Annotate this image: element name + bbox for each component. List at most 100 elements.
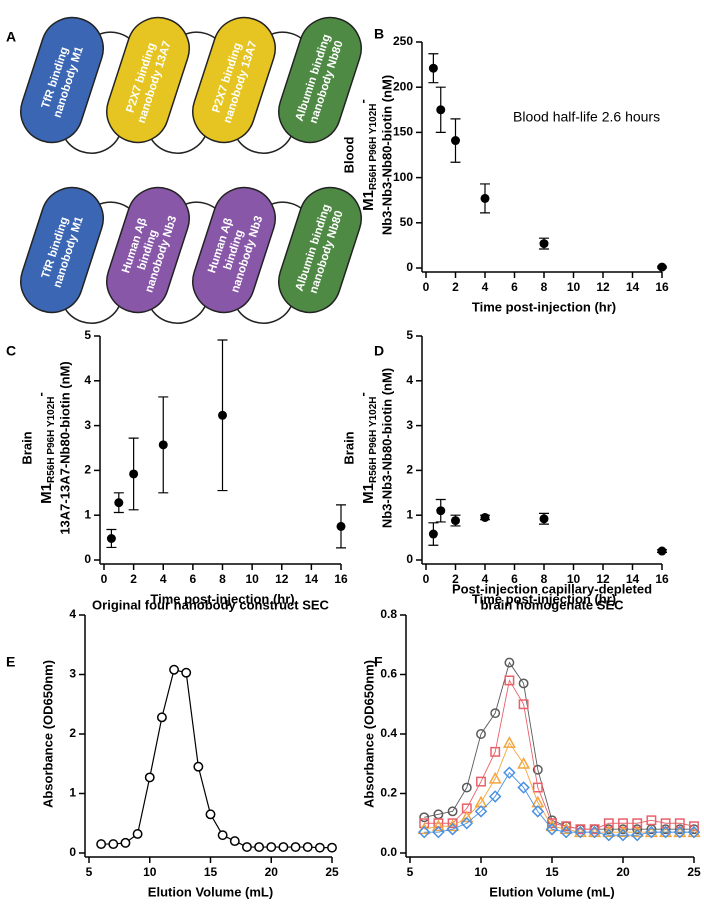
marker [603,824,614,835]
y-tick-label: 0.4 [380,726,397,740]
marker [447,806,458,817]
y-tick-label: 4 [69,607,76,621]
x-tick-label: 14 [626,280,640,294]
x-tick-label: 15 [204,865,218,879]
marker [446,822,459,836]
marker [673,825,687,839]
x-tick-label: 20 [265,865,279,879]
marker [266,842,277,852]
y-axis-label: M1R56H P96H Y102H- [33,392,56,504]
marker [419,812,430,823]
x-tick-label: 10 [474,865,488,879]
marker [229,836,240,847]
marker [687,825,701,839]
y-tick-label: 2 [69,726,76,740]
nanobody-body [192,186,276,314]
point [451,136,460,146]
panel-label: E [6,654,15,670]
nanobody-body [20,16,104,144]
y-axis-label: M1R56H P96H Y102H- [355,99,378,211]
x-tick-label: 4 [482,572,489,586]
point [657,262,667,272]
x-tick-label: 0 [101,572,108,586]
marker [488,771,502,784]
marker [503,766,516,779]
marker [575,824,586,835]
x-tick-label: 8 [219,572,226,586]
series-line [101,669,332,849]
marker [630,828,644,842]
y-tick-label: 0 [406,260,413,274]
point [480,193,490,203]
y-axis-label-part: M1 [360,190,377,211]
marker [574,825,587,839]
y-tick-label: 100 [393,170,413,184]
y-axis-label: Nb3-Nb3-Nb80-biotin (nM) [379,75,394,235]
marker [169,664,180,675]
marker [314,842,325,853]
marker [156,712,167,723]
y-tick-label: 0.6 [380,667,397,681]
y-tick-label: 250 [393,34,413,48]
panel-label: A [6,29,16,45]
marker [278,842,289,852]
marker [108,839,119,850]
marker [120,837,131,848]
y-tick-label: 0 [406,552,413,566]
marker [431,819,445,832]
marker [518,699,529,710]
nanobody-body [20,186,104,314]
y-tick-label: 0.8 [380,607,397,621]
point [129,469,139,479]
x-tick-label: 14 [305,572,319,586]
x-axis-label: Time post-injection (hr) [472,299,616,314]
x-tick-label: 16 [655,572,669,586]
y-axis-label: Brain [19,431,34,464]
x-tick-label: 12 [275,572,289,586]
point [657,546,667,556]
y-tick-label: 0 [69,845,76,859]
x-tick-label: 8 [541,280,548,294]
y-tick-label: 0.0 [380,845,397,859]
panel-label: D [374,343,384,359]
marker [674,824,685,835]
panel-label: F [374,654,383,670]
marker [502,736,516,748]
x-tick-label: 0 [423,572,430,586]
point [158,440,168,450]
point [336,521,346,531]
y-axis-label: 13A7-13A7-Nb80-biotin (nM) [57,361,72,534]
y-tick-label: 0.2 [380,786,397,800]
x-tick-label: 0 [423,280,430,294]
marker [490,708,501,719]
y-axis-label-part: - [355,99,370,103]
marker [476,776,486,787]
x-tick-label: 6 [511,572,518,586]
y-axis-label: Brain [341,431,356,464]
marker [290,842,301,852]
x-tick-label: 5 [407,865,414,879]
nanobody-body [106,16,190,144]
annotation: Blood half-life 2.6 hours [513,109,660,125]
marker [589,824,600,835]
marker [532,764,543,775]
y-axis-label-part: - [33,392,48,396]
marker [561,821,572,832]
y-tick-label: 3 [406,418,413,432]
point [451,516,460,526]
y-tick-label: 4 [84,373,91,387]
marker [461,782,472,793]
marker [302,842,313,852]
marker [532,782,543,793]
y-tick-label: 50 [400,215,414,229]
marker [602,828,616,842]
x-tick-label: 2 [452,572,459,586]
point [218,410,227,420]
marker [488,790,502,803]
marker [545,822,559,836]
marker [616,828,630,842]
marker [618,824,628,835]
nanobody-body [278,186,362,314]
